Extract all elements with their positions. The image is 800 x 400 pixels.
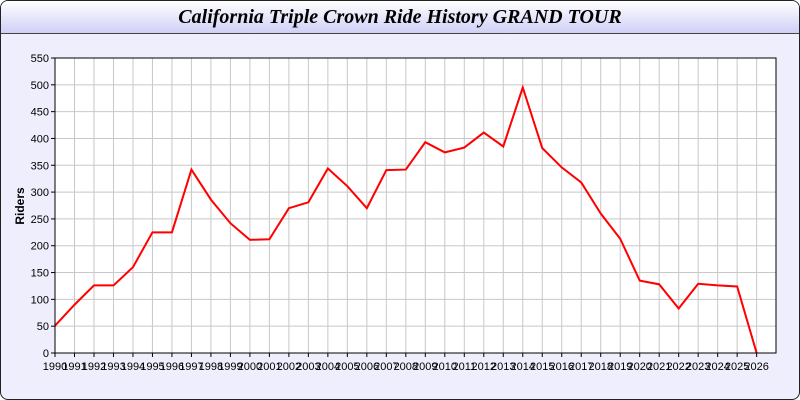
x-tick-label: 2004 bbox=[316, 361, 340, 373]
x-tick-label: 2005 bbox=[335, 361, 359, 373]
y-tick-label: 400 bbox=[31, 133, 49, 145]
x-tick-label: 2021 bbox=[647, 361, 671, 373]
x-tick-label: 1993 bbox=[101, 361, 125, 373]
x-tick-label: 2007 bbox=[374, 361, 398, 373]
x-tick-label: 2024 bbox=[705, 361, 729, 373]
x-tick-label: 2006 bbox=[355, 361, 379, 373]
series-line bbox=[54, 84, 758, 354]
y-tick-label: 300 bbox=[31, 187, 49, 199]
x-tick-label: 2016 bbox=[549, 361, 573, 373]
y-axis-label: Riders bbox=[13, 187, 27, 225]
x-tick-label: 2013 bbox=[491, 361, 515, 373]
title-bar: California Triple Crown Ride History GRA… bbox=[1, 1, 799, 34]
x-tick-label: 2025 bbox=[725, 361, 749, 373]
x-tick-label: 2014 bbox=[511, 361, 535, 373]
plot-border bbox=[54, 57, 777, 354]
y-tick-label: 50 bbox=[37, 321, 49, 333]
x-tick-label: 2019 bbox=[608, 361, 632, 373]
x-tick-label: 2018 bbox=[588, 361, 612, 373]
y-tick-label: 250 bbox=[31, 214, 49, 226]
x-tick-label: 1996 bbox=[160, 361, 184, 373]
y-tick-label: 200 bbox=[31, 241, 49, 253]
x-tick-label: 2022 bbox=[666, 361, 690, 373]
x-tick-label: 1997 bbox=[179, 361, 203, 373]
y-tick-label: 550 bbox=[31, 53, 49, 65]
x-tick-label: 2009 bbox=[413, 361, 437, 373]
x-tick-label: 1991 bbox=[62, 361, 86, 373]
y-tick-label: 450 bbox=[31, 107, 49, 119]
x-tick-label: 2010 bbox=[433, 361, 457, 373]
x-tick-label: 2000 bbox=[238, 361, 262, 373]
x-tick-label: 2008 bbox=[394, 361, 418, 373]
x-tick-label: 1992 bbox=[82, 361, 106, 373]
y-tick-label: 150 bbox=[31, 268, 49, 280]
x-tick-label: 2001 bbox=[257, 361, 281, 373]
x-tick-label: 2011 bbox=[452, 361, 476, 373]
y-tick-label: 100 bbox=[31, 294, 49, 306]
x-tick-label: 1999 bbox=[218, 361, 242, 373]
y-tick-label: 350 bbox=[31, 160, 49, 172]
x-tick-label: 1994 bbox=[121, 361, 145, 373]
x-tick-label: 2015 bbox=[530, 361, 554, 373]
x-tick-label: 2017 bbox=[569, 361, 593, 373]
x-tick-label: 1995 bbox=[140, 361, 164, 373]
plot-area bbox=[55, 58, 776, 353]
y-tick-label: 500 bbox=[31, 80, 49, 92]
x-tick-label: 2026 bbox=[744, 361, 768, 373]
x-tick-label: 1990 bbox=[43, 361, 67, 373]
x-tick-label: 2020 bbox=[627, 361, 651, 373]
x-tick-label: 2002 bbox=[277, 361, 301, 373]
x-tick-label: 2023 bbox=[686, 361, 710, 373]
x-tick-label: 1998 bbox=[199, 361, 223, 373]
y-tick-label: 0 bbox=[43, 348, 49, 360]
x-tick-label: 2003 bbox=[296, 361, 320, 373]
x-tick-label: 2012 bbox=[472, 361, 496, 373]
chart-title: California Triple Crown Ride History GRA… bbox=[178, 6, 622, 28]
